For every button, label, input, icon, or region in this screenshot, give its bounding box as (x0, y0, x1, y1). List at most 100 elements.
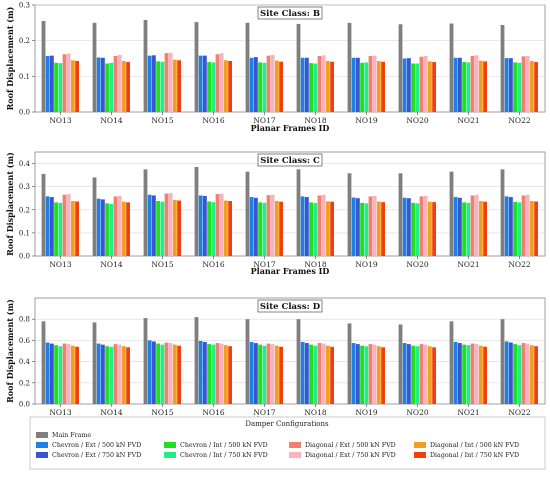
legend: Damper Configurations Main Frame Chevron /… (29, 416, 546, 470)
bar (356, 344, 360, 404)
bar (483, 201, 487, 256)
bar (245, 22, 250, 112)
bar (211, 344, 216, 404)
chart-panel-3: 0.0 0.2 0.4 0.6 0.8 NO13 NO14 NO15 NO16 NO17 NO18 N… (5, 297, 546, 425)
bar (313, 345, 318, 404)
chart-panel-2: 0.0 0.1 0.2 0.3 0.4 NO13 NO14 NO15 NO16 NO17 NO18 N… (5, 151, 546, 276)
bar (194, 167, 199, 256)
bar (309, 63, 313, 112)
bar (147, 340, 152, 404)
bar (249, 197, 254, 256)
bar (356, 57, 360, 112)
bar (224, 345, 228, 404)
x-tick-label: NO18 (304, 408, 326, 417)
bar (41, 173, 46, 256)
bar (351, 343, 356, 404)
bar (381, 202, 385, 256)
bar (62, 343, 67, 404)
bar (368, 56, 373, 112)
bar (101, 199, 105, 256)
legend-item: Diagonal / Ext / 750 kN FVD (289, 452, 396, 459)
x-tick-label: NO20 (406, 260, 428, 269)
legend-swatch (36, 442, 48, 448)
bar (75, 346, 79, 404)
bar (249, 57, 254, 112)
bar (50, 55, 54, 112)
bar (377, 201, 381, 256)
bar (258, 202, 262, 256)
bar (262, 62, 267, 112)
bar (92, 177, 97, 256)
bar (228, 346, 232, 404)
bar (117, 54, 122, 112)
bar (326, 60, 330, 112)
bar (105, 63, 109, 112)
bar (411, 202, 415, 256)
bar (122, 346, 126, 404)
bar (300, 196, 305, 256)
legend-box (29, 416, 546, 470)
bar (415, 63, 420, 112)
bar (113, 196, 118, 256)
y-tick-label: 0.4 (19, 358, 31, 366)
bar (517, 202, 522, 256)
legend-label: Chevron / Int / 750 kN FVD (180, 452, 268, 459)
bar (58, 63, 63, 112)
bar (296, 23, 301, 112)
legend-label: Diagonal / Int / 750 kN FVD (430, 452, 519, 459)
x-tick-label: NO19 (355, 260, 377, 269)
bar (96, 57, 101, 112)
bar (313, 202, 318, 256)
y-tick-label: 0.3 (19, 2, 30, 10)
bar (458, 57, 462, 112)
bar (45, 342, 50, 404)
bar (177, 345, 181, 404)
bar (517, 62, 522, 112)
bar (432, 202, 436, 256)
bar (313, 63, 318, 112)
bar (66, 53, 71, 112)
x-tick-label: NO22 (508, 116, 530, 125)
bar (105, 203, 109, 256)
bar (309, 344, 313, 404)
bar (113, 344, 118, 404)
bar (215, 194, 220, 256)
bar (203, 195, 207, 256)
bar (117, 195, 122, 256)
bar (504, 58, 509, 112)
bar (156, 343, 160, 404)
bar (504, 196, 509, 256)
bar (474, 55, 479, 112)
legend-item: Diagonal / Int / 750 kN FVD (414, 452, 519, 459)
bar (521, 56, 526, 112)
bar (92, 322, 97, 404)
bar (479, 200, 483, 256)
bar (432, 62, 436, 112)
site-class-box (257, 153, 323, 167)
bar (326, 345, 330, 404)
bar (266, 55, 271, 112)
legend-label: Chevron / Int / 500 kN FVD (180, 442, 268, 449)
bar (156, 61, 160, 112)
bar (160, 344, 165, 404)
bar (317, 195, 322, 256)
bar (66, 194, 71, 256)
bar (62, 54, 67, 112)
legend-label: Diagonal / Ext / 750 kN FVD (305, 452, 396, 459)
site-class-box (257, 299, 323, 313)
bar (398, 24, 403, 112)
bar (266, 195, 271, 256)
bar (198, 55, 203, 112)
bar (483, 346, 487, 404)
bar (215, 343, 220, 404)
bar (219, 53, 224, 112)
y-tick-label: 0.0 (19, 253, 30, 261)
bar (203, 55, 207, 112)
legend-item: Chevron / Ext / 750 kN FVD (36, 452, 141, 459)
bar (466, 62, 471, 112)
y-axis-label: Roof Displacement (m) (5, 299, 15, 403)
bar (462, 202, 466, 256)
x-tick-label: NO21 (457, 260, 479, 269)
bar (143, 169, 148, 256)
